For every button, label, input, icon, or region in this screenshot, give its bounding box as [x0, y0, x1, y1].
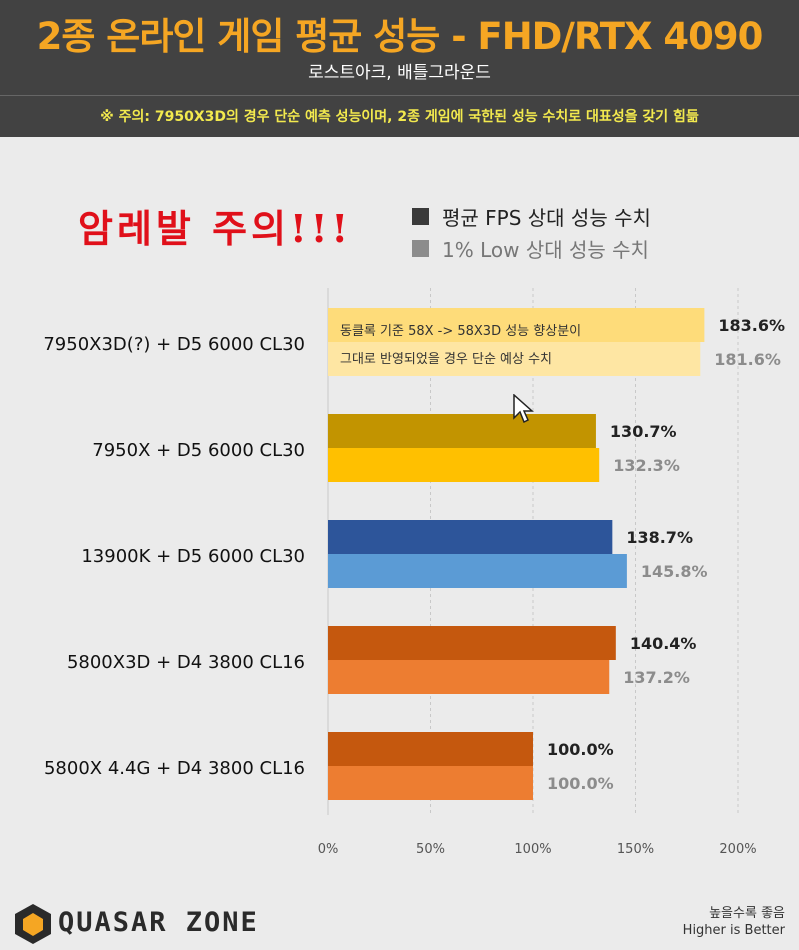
data-label-low: 181.6%: [714, 350, 781, 369]
data-label-avg: 130.7%: [610, 422, 677, 441]
mouse-cursor-icon: [513, 394, 534, 424]
bar-avg: [328, 414, 596, 448]
bar-low: [328, 342, 701, 376]
callout-line-1: 동클록 기준 58X -> 58X3D 성능 향상분이: [340, 324, 582, 339]
category-label: 7950X3D(?) + D5 6000 CL30: [43, 334, 305, 355]
x-tick-label: 50%: [416, 842, 445, 857]
x-tick-label: 0%: [318, 842, 339, 857]
bar-avg: [328, 308, 705, 342]
category-label: 13900K + D5 6000 CL30: [81, 546, 305, 567]
data-label-low: 137.2%: [623, 668, 690, 687]
x-tick-label: 200%: [719, 842, 756, 857]
caution-note: ※ 주의: 7950X3D의 경우 단순 예측 성능이며, 2종 게임에 국한된…: [100, 109, 699, 125]
bar-low: [328, 766, 533, 800]
footnote: 높을수록 좋음 Higher is Better: [683, 905, 785, 939]
bar-avg: [328, 520, 613, 554]
legend-label-avg: 평균 FPS 상대 성능 수치: [442, 206, 651, 230]
footnote-korean: 높을수록 좋음: [709, 906, 785, 921]
quasar-zone-logo-icon: [15, 904, 51, 944]
data-label-low: 145.8%: [641, 562, 708, 581]
category-label: 5800X 4.4G + D4 3800 CL16: [44, 758, 305, 779]
data-label-avg: 100.0%: [547, 740, 614, 759]
header-divider: [0, 95, 799, 96]
data-label-avg: 140.4%: [630, 634, 697, 653]
callout-line-2: 그대로 반영되었을 경우 단순 예상 수치: [340, 352, 553, 367]
data-label-avg: 138.7%: [626, 528, 693, 547]
x-tick-label: 100%: [514, 842, 551, 857]
data-label-avg: 183.6%: [718, 316, 785, 335]
bar-chart: 0% 50% 100% 150% 200% 7950X3D(?) + D5 6000 CL…: [43, 288, 785, 857]
data-label-low: 100.0%: [547, 774, 614, 793]
category-label: 5800X3D + D4 3800 CL16: [67, 652, 305, 673]
hype-warning: 암레발 주의!!!: [78, 206, 353, 251]
page-title: 2종 온라인 게임 평균 성능 - FHD/RTX 4090: [36, 15, 764, 58]
bar-low: [328, 554, 627, 588]
brand-name: QUASAR ZONE: [58, 907, 259, 938]
data-label-low: 132.3%: [613, 456, 680, 475]
bar-low: [328, 448, 600, 482]
legend-swatch-low: [412, 240, 429, 257]
legend-swatch-avg: [412, 208, 429, 225]
bar-avg: [328, 626, 616, 660]
bar-low: [328, 660, 610, 694]
page-subtitle: 로스트아크, 배틀그라운드: [308, 63, 491, 83]
x-tick-label: 150%: [617, 842, 654, 857]
header-banner: 2종 온라인 게임 평균 성능 - FHD/RTX 4090 로스트아크, 배틀…: [0, 0, 799, 137]
footnote-english: Higher is Better: [682, 923, 785, 938]
category-label: 7950X + D5 6000 CL30: [92, 440, 305, 461]
legend-label-low: 1% Low 상대 성능 수치: [442, 238, 649, 262]
bar-avg: [328, 732, 533, 766]
